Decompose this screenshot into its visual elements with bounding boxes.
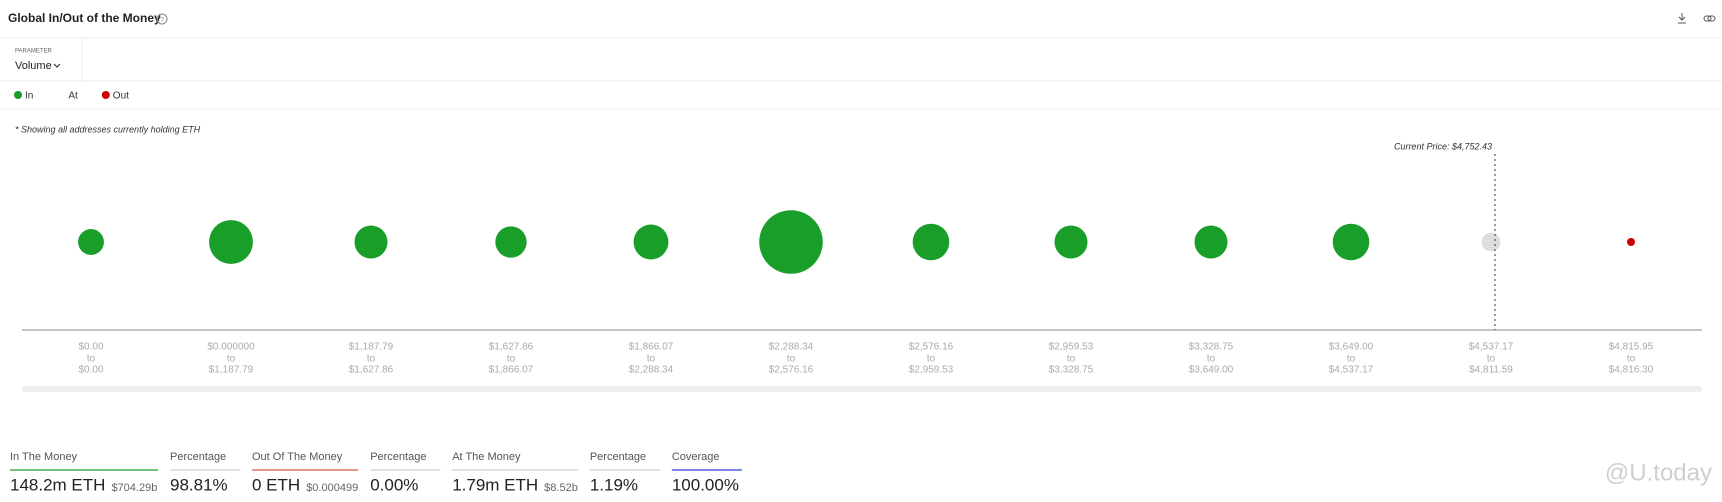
stat-label: Percentage <box>170 451 226 463</box>
x-tick-label: to <box>227 354 236 365</box>
stat-value: 148.2m ETH <box>10 475 105 494</box>
scrollbar[interactable] <box>22 386 1702 392</box>
x-tick-label: $4,537.17 <box>1469 342 1514 353</box>
x-tick-label: $2,959.53 <box>1049 342 1094 353</box>
stat-label: In The Money <box>10 451 78 463</box>
x-tick-label: $1,627.86 <box>349 365 394 376</box>
stat-value: 0.00% <box>370 475 418 494</box>
stat-label: At The Money <box>452 451 521 463</box>
x-tick-label: to <box>927 354 936 365</box>
parameter-label: PARAMETER <box>15 49 53 55</box>
stat-sub: $704.29b <box>111 482 157 494</box>
x-tick-label: $2,576.16 <box>909 342 954 353</box>
x-tick-label: to <box>507 354 516 365</box>
help-icon[interactable] <box>156 13 168 25</box>
x-tick-label: $0.000000 <box>207 342 255 353</box>
x-tick-label: $0.00 <box>78 342 103 353</box>
stat-value: 100.00% <box>672 475 739 494</box>
note: * Showing all addresses currently holdin… <box>15 124 201 134</box>
dropdown-arrow[interactable] <box>53 63 61 68</box>
x-tick-label: $1,866.07 <box>629 342 674 353</box>
x-tick-label: $2,288.34 <box>629 365 674 376</box>
x-tick-label: to <box>367 354 376 365</box>
x-tick-label: to <box>87 354 96 365</box>
stat-value: 0 ETH <box>252 475 300 494</box>
legend: In At Out <box>14 91 129 102</box>
watermark: @U.today <box>1605 459 1712 486</box>
link-icon[interactable] <box>1703 15 1716 22</box>
x-tick-label: to <box>1347 354 1356 365</box>
stat-value: 98.81% <box>170 475 228 494</box>
stat-label: Out Of The Money <box>252 451 343 463</box>
bubble[interactable] <box>495 226 527 258</box>
chart: $0.00to$0.00$0.000000to$1,187.79$1,187.7… <box>22 141 1702 376</box>
x-tick-label: $2,959.53 <box>909 365 954 376</box>
stat-sub: $8.52b <box>544 482 578 494</box>
x-tick-label: $4,816.30 <box>1609 365 1654 376</box>
parameter-value[interactable]: Volume <box>15 60 52 72</box>
x-tick-label: $3,328.75 <box>1049 365 1094 376</box>
x-tick-label: to <box>1627 354 1636 365</box>
x-tick-label: $3,328.75 <box>1189 342 1234 353</box>
stat-label: Percentage <box>590 451 646 463</box>
stat-value: 1.79m ETH <box>452 475 538 494</box>
bubble[interactable] <box>1627 238 1635 246</box>
x-tick-label: $4,811.59 <box>1469 365 1513 376</box>
x-tick-label: to <box>647 354 656 365</box>
legend-label[interactable]: Out <box>113 91 129 102</box>
download-icon[interactable] <box>1678 13 1686 24</box>
x-tick-label: $3,649.00 <box>1189 365 1234 376</box>
bubble[interactable] <box>633 224 669 260</box>
x-tick-label: $0.00 <box>78 365 103 376</box>
stat-label: Percentage <box>370 451 426 463</box>
bubble[interactable] <box>1054 225 1088 259</box>
bubble[interactable] <box>1332 223 1370 261</box>
x-tick-label: to <box>1207 354 1216 365</box>
bubble[interactable] <box>912 223 950 261</box>
x-tick-label: to <box>1067 354 1076 365</box>
x-tick-label: $2,288.34 <box>769 342 814 353</box>
x-tick-label: to <box>787 354 796 365</box>
stat-label: Coverage <box>672 451 720 463</box>
legend-marker[interactable] <box>14 91 22 99</box>
help-icon-glyph: ? <box>160 17 164 24</box>
bubble[interactable] <box>78 229 104 255</box>
x-tick-label: $1,187.79 <box>349 342 394 353</box>
stat-value: 1.19% <box>590 475 638 494</box>
current-price-label: Current Price: $4,752.43 <box>1394 141 1492 151</box>
x-tick-label: $4,815.95 <box>1609 342 1654 353</box>
stat-sub: $0.000499 <box>306 482 358 494</box>
bubble[interactable] <box>354 225 388 259</box>
bubble[interactable] <box>1194 225 1228 259</box>
x-tick-label: $1,866.07 <box>489 365 534 376</box>
legend-label[interactable]: At <box>68 91 78 102</box>
bubble[interactable] <box>759 210 823 274</box>
title: Global In/Out of the Money <box>8 11 161 25</box>
legend-marker[interactable] <box>101 91 110 99</box>
x-tick-label: to <box>1487 354 1496 365</box>
x-tick-label: $3,649.00 <box>1329 342 1374 353</box>
bubble[interactable] <box>209 220 253 264</box>
legend-label[interactable]: In <box>25 91 33 102</box>
x-tick-label: $1,627.86 <box>489 342 534 353</box>
x-tick-label: $2,576.16 <box>769 365 814 376</box>
x-tick-label: $4,537.17 <box>1329 365 1374 376</box>
summary: In The Money 148.2m ETH $704.29b Percentage… <box>10 451 742 494</box>
bubble[interactable] <box>1481 232 1501 252</box>
x-tick-label: $1,187.79 <box>209 365 254 376</box>
